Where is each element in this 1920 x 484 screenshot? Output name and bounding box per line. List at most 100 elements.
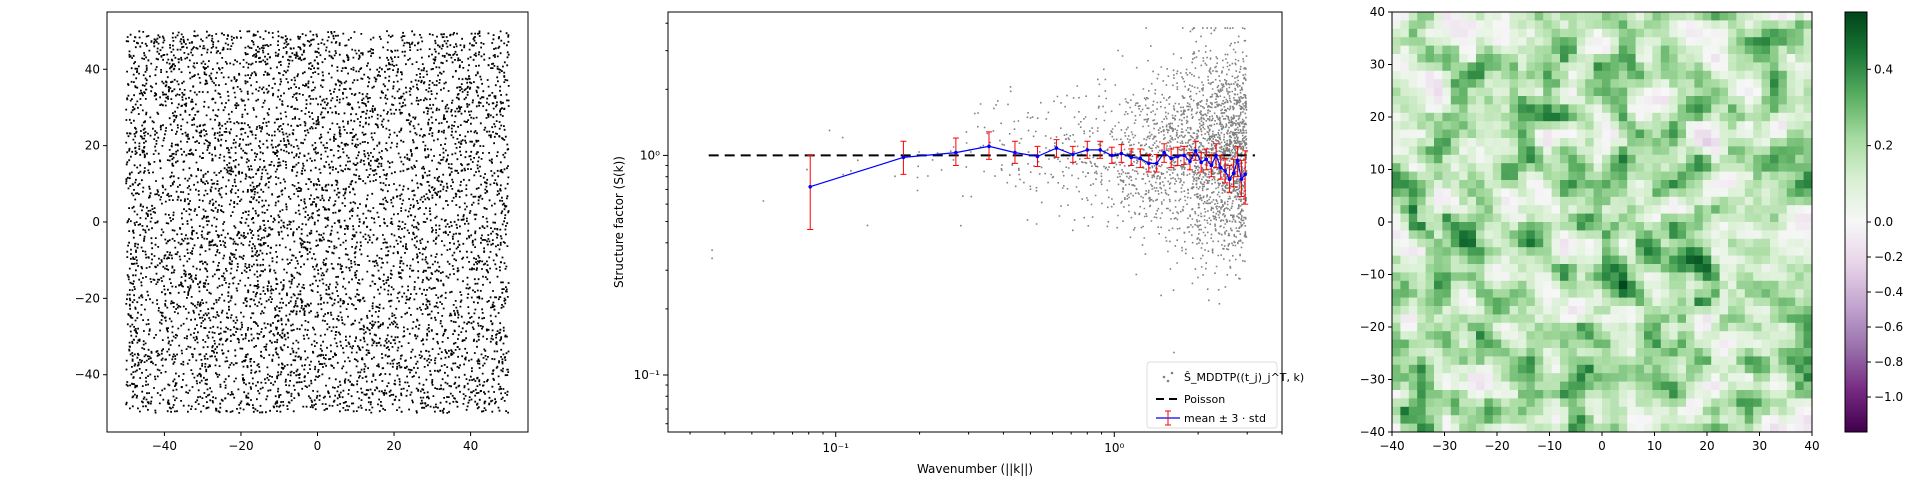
heatmap-cell	[1786, 70, 1796, 80]
heatmap-cell	[1450, 12, 1460, 21]
heatmap-cell	[1728, 188, 1737, 198]
heatmap-cell	[1568, 255, 1578, 265]
heatmap-cell	[1795, 339, 1804, 349]
heatmap-cell	[1442, 272, 1452, 282]
heatmap-cell	[1610, 306, 1620, 315]
heatmap-cell	[1408, 62, 1418, 72]
heatmap-cell	[1803, 188, 1813, 198]
heatmap-cell	[1702, 96, 1712, 105]
legend-estimate-label: Ŝ_MDDTP((t_j)_j^T, k)	[1184, 371, 1304, 384]
heatmap-cell	[1392, 230, 1401, 240]
heatmap-cell	[1392, 356, 1401, 366]
heatmap-cell	[1560, 37, 1569, 46]
heatmap-cell	[1744, 196, 1754, 206]
heatmap-cell	[1560, 331, 1569, 340]
heatmap-cell	[1518, 373, 1527, 382]
heatmap-cell	[1526, 87, 1536, 97]
heatmap-cell	[1492, 415, 1502, 424]
heatmap-cell	[1576, 196, 1586, 206]
heatmap-cell	[1408, 222, 1418, 231]
heatmap-cell	[1728, 129, 1737, 139]
heatmap-cell	[1551, 322, 1561, 332]
heatmap-cell	[1753, 415, 1762, 424]
heatmap-cell	[1518, 180, 1527, 189]
heatmap-cell	[1627, 373, 1636, 382]
heatmap-cell	[1450, 230, 1460, 240]
heatmap-cell	[1770, 180, 1779, 189]
heatmap-cell	[1694, 339, 1704, 349]
heatmap-cell	[1408, 247, 1418, 256]
heatmap-cell	[1728, 356, 1737, 366]
heatmap-cell	[1534, 373, 1544, 382]
heatmap-cell	[1618, 247, 1628, 256]
heatmap-cell	[1551, 348, 1561, 357]
heatmap-cell	[1736, 247, 1746, 256]
heatmap-cell	[1669, 146, 1678, 156]
heatmap-cell	[1526, 154, 1536, 164]
heatmap-cell	[1652, 104, 1662, 114]
heatmap-cell	[1686, 163, 1695, 172]
heatmap-cell	[1635, 373, 1645, 382]
heatmap-cell	[1593, 205, 1603, 214]
heatmap-cell	[1711, 280, 1720, 290]
heatmap-cell	[1736, 171, 1746, 181]
heatmap-cell	[1803, 398, 1813, 408]
heatmap-cell	[1694, 238, 1704, 248]
heatmap-cell	[1803, 339, 1813, 349]
heatmap-cell	[1417, 70, 1426, 80]
heatmap-cell	[1618, 20, 1628, 30]
heatmap-cell	[1450, 222, 1460, 231]
heatmap-cell	[1711, 238, 1720, 248]
heatmap-cell	[1518, 255, 1527, 265]
heatmap-cell	[1761, 289, 1771, 298]
heatmap-cell	[1711, 213, 1720, 223]
heatmap-cell	[1677, 104, 1687, 114]
heatmap-cell	[1602, 339, 1611, 349]
heatmap-cell	[1593, 138, 1603, 147]
heatmap-cell	[1652, 54, 1662, 63]
colorbar-tick-label: 0.2	[1874, 139, 1893, 153]
heatmap-cell	[1408, 297, 1418, 307]
heatmap-cell	[1518, 280, 1527, 290]
heatmap-cell	[1786, 297, 1796, 307]
heatmap-cell	[1652, 222, 1662, 231]
heatmap-cell	[1417, 79, 1426, 88]
heatmap-cell	[1702, 390, 1712, 399]
heatmap-cell	[1509, 331, 1519, 340]
heatmap-cell	[1669, 213, 1678, 223]
heatmap-cell	[1652, 62, 1662, 72]
heatmap-cell	[1660, 180, 1670, 189]
heatmap-cell	[1702, 289, 1712, 298]
heatmap-cell	[1392, 96, 1401, 105]
heatmap-cell	[1627, 314, 1636, 324]
heatmap-cell	[1694, 314, 1704, 324]
heatmap-cell	[1400, 138, 1410, 147]
heatmap-cell	[1786, 306, 1796, 315]
heatmap-cell	[1677, 339, 1687, 349]
heatmap-cell	[1425, 322, 1435, 332]
heatmap-cell	[1627, 79, 1636, 88]
heatmap-cell	[1728, 406, 1737, 416]
heatmap-cell	[1492, 339, 1502, 349]
heatmap-cell	[1728, 87, 1737, 97]
heatmap-cell	[1534, 331, 1544, 340]
heatmap-cell	[1803, 322, 1813, 332]
heatmap-cell	[1576, 339, 1586, 349]
heatmap-cell	[1560, 381, 1569, 391]
heatmap-cell	[1568, 28, 1578, 38]
heatmap-cell	[1534, 20, 1544, 30]
heatmap-cell	[1434, 390, 1443, 399]
heatmap-cell	[1744, 54, 1754, 63]
heatmap-cell	[1652, 96, 1662, 105]
heatmap-cell	[1635, 112, 1645, 122]
heatmap-cell	[1417, 222, 1426, 231]
heatmap-cell	[1627, 121, 1636, 130]
heatmap-cell	[1476, 280, 1485, 290]
heatmap-cell	[1719, 264, 1729, 273]
heatmap-cell	[1644, 222, 1653, 231]
heatmap-cell	[1417, 247, 1426, 256]
heatmap-cell	[1761, 222, 1771, 231]
heatmap-cell	[1711, 62, 1720, 72]
heatmap-cell	[1593, 415, 1603, 424]
colorbar-tick-label: −0.4	[1874, 285, 1903, 299]
